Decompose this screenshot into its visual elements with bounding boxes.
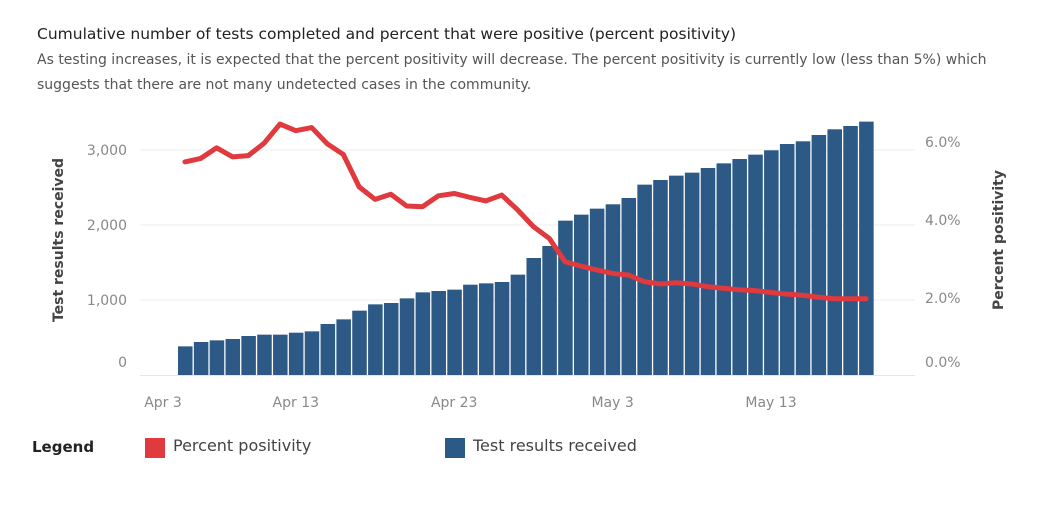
bar-apr-17 xyxy=(352,310,367,375)
bar-apr-10 xyxy=(241,336,256,375)
chart-subtitle: As testing increases, it is expected tha… xyxy=(37,52,987,93)
bar-may-9 xyxy=(700,168,716,375)
bar-apr-13 xyxy=(288,332,304,375)
y-left-tick-label: 3,000 xyxy=(87,143,127,159)
bar-apr-19 xyxy=(383,303,399,375)
bar-apr-25 xyxy=(478,283,494,375)
bar-may-17 xyxy=(827,129,842,375)
bar-may-14 xyxy=(779,144,795,375)
x-tick-label: May 13 xyxy=(745,395,796,411)
chart-title: Cumulative number of tests completed and… xyxy=(37,25,737,43)
bar-apr-20 xyxy=(399,298,415,375)
bar-apr-26 xyxy=(494,282,510,375)
x-tick-label: Apr 13 xyxy=(273,395,319,411)
bar-apr-9 xyxy=(225,339,241,375)
legend-swatch-test-results[interactable] xyxy=(445,438,465,458)
bar-may-16 xyxy=(811,135,827,375)
bar-may-18 xyxy=(843,126,858,375)
bar-apr-12 xyxy=(273,334,288,375)
bar-apr-24 xyxy=(463,284,478,375)
combo-chart: Apr 3 Apr 13 Apr 23 May 3 May 13 0 1,000 2,000… xyxy=(51,121,1007,411)
bar-may-12 xyxy=(748,154,763,375)
bar-apr-14 xyxy=(304,331,320,375)
legend-title: Legend xyxy=(32,438,95,456)
x-tick-label: May 3 xyxy=(591,395,633,411)
y-left-tick-label: 2,000 xyxy=(87,218,127,234)
bar-may-19 xyxy=(859,121,874,376)
bar-apr-15 xyxy=(320,324,336,375)
bar-may-13 xyxy=(764,150,779,375)
y-right-tick-label: 2.0% xyxy=(925,291,961,307)
bar-may-4 xyxy=(621,198,637,375)
y-left-axis-title: Test results received xyxy=(51,158,67,322)
legend: Legend Percent positivity Test results r… xyxy=(0,436,1037,460)
bar-apr-18 xyxy=(368,304,383,375)
percent-positivity-line xyxy=(182,121,869,302)
y-right-tick-label: 6.0% xyxy=(925,135,961,151)
bar-apr-28 xyxy=(526,258,542,375)
bar-apr-30 xyxy=(558,220,573,375)
y-right-axis-title: Percent positivity xyxy=(991,170,1007,310)
bar-may-6 xyxy=(653,180,668,375)
legend-swatch-percent-positivity[interactable] xyxy=(145,438,165,458)
bar-may-3 xyxy=(605,204,621,375)
bar-may-8 xyxy=(684,172,700,375)
bar-apr-23 xyxy=(447,289,462,375)
bar-apr-21 xyxy=(415,292,431,375)
bar-may-10 xyxy=(716,163,732,375)
y-right-tick-label: 4.0% xyxy=(925,213,961,229)
y-left-tick-label: 1,000 xyxy=(87,293,127,309)
bar-may-15 xyxy=(795,141,811,375)
bar-apr-27 xyxy=(510,274,526,375)
bar-apr-8 xyxy=(209,340,225,375)
bar-may-7 xyxy=(669,175,684,375)
bar-apr-22 xyxy=(431,291,446,375)
bar-apr-7 xyxy=(193,342,209,375)
x-tick-label: Apr 3 xyxy=(144,395,182,411)
legend-label-percent-positivity[interactable]: Percent positivity xyxy=(173,436,312,455)
bar-apr-16 xyxy=(336,319,351,375)
x-tick-label: Apr 23 xyxy=(431,395,477,411)
bar-may-2 xyxy=(589,208,605,375)
y-right-tick-label: 0.0% xyxy=(925,355,961,371)
legend-label-test-results[interactable]: Test results received xyxy=(473,436,637,455)
bar-apr-6 xyxy=(178,346,193,375)
bar-may-1 xyxy=(574,214,589,375)
bar-apr-11 xyxy=(257,334,272,375)
bar-apr-29 xyxy=(542,246,557,375)
bar-may-11 xyxy=(732,159,747,375)
y-left-tick-label: 0 xyxy=(118,355,127,371)
